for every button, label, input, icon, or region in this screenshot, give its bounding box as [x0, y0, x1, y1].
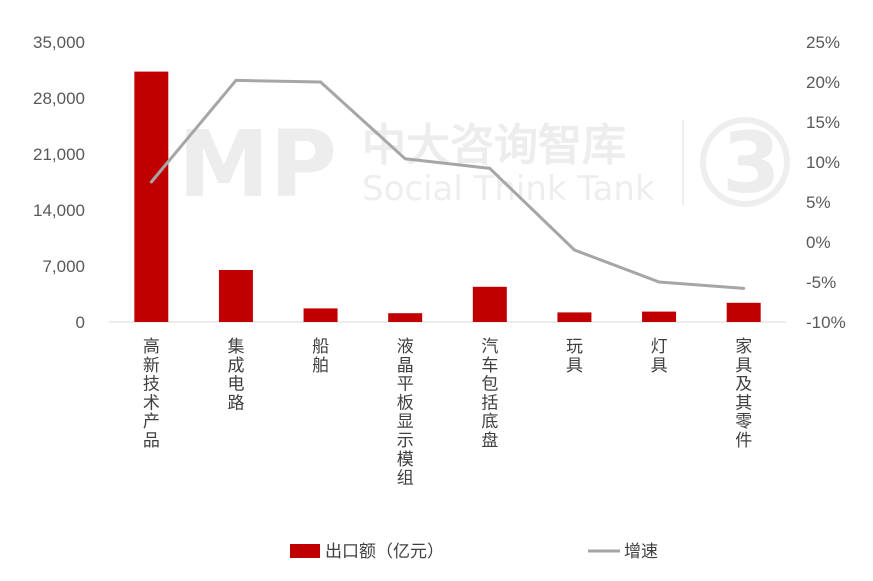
legend-bar-label: 出口额（亿元）	[325, 542, 444, 562]
category-label: 汽车包括底盘	[481, 337, 498, 451]
y-left-tick-label: 0	[76, 313, 85, 332]
y-right-tick-label: 15%	[806, 113, 840, 132]
legend-line-label: 增速	[624, 542, 658, 562]
growth-point-1	[149, 180, 153, 184]
growth-line-series	[149, 78, 746, 290]
category-label: 家具及其零件	[735, 337, 752, 451]
growth-point-6	[572, 248, 576, 252]
bar-4	[388, 313, 423, 322]
bar-2	[218, 270, 253, 322]
watermark-badge: 3	[722, 114, 780, 212]
y-axis-left: 0 7,000 14,000 21,000 28,000 35,000	[33, 33, 85, 332]
y-left-tick-label: 14,000	[33, 201, 85, 220]
category-label: 玩具	[566, 337, 583, 376]
watermark-en-text: Social Think Tank	[362, 169, 655, 209]
x-axis-labels: 高新技术产品 集成电路 船舶 液晶平板显示模组 汽车包括底盘 玩具 灯具 家具及其零件	[143, 337, 752, 489]
y-right-tick-label: 20%	[806, 73, 840, 92]
y-left-tick-label: 21,000	[33, 145, 85, 164]
watermark: MP 中大咨询智库 Social Think Tank 3	[178, 111, 790, 218]
growth-point-8	[742, 286, 746, 290]
y-left-tick-label: 7,000	[42, 257, 85, 276]
y-axis-right: -10% -5% 0% 5% 10% 15% 20% 25%	[806, 33, 846, 332]
category-label: 集成电路	[227, 337, 244, 413]
bar-3	[303, 308, 338, 322]
growth-point-5	[488, 166, 492, 170]
y-left-tick-label: 28,000	[33, 89, 85, 108]
bar-7	[642, 311, 677, 322]
growth-point-7	[657, 280, 661, 284]
bar-8	[726, 302, 761, 322]
bar-series	[134, 71, 761, 322]
bar-1	[134, 71, 169, 322]
watermark-cn-text: 中大咨询智库	[362, 120, 626, 171]
bar-6	[557, 312, 592, 322]
category-label: 灯具	[651, 337, 668, 376]
legend-bar-swatch	[290, 544, 320, 558]
y-left-tick-label: 35,000	[33, 33, 85, 52]
bar-5	[472, 286, 507, 322]
category-label: 船舶	[312, 337, 329, 376]
y-right-tick-label: -10%	[806, 313, 846, 332]
growth-line	[150, 78, 744, 290]
y-right-tick-label: 10%	[806, 153, 840, 172]
category-label: 液晶平板显示模组	[397, 337, 414, 489]
category-label: 高新技术产品	[143, 337, 160, 451]
legend: 出口额（亿元） 增速	[290, 542, 658, 562]
y-right-tick-label: -5%	[806, 273, 836, 292]
growth-point-4	[403, 157, 407, 161]
watermark-logo: MP	[178, 111, 337, 218]
y-right-tick-label: 0%	[806, 233, 831, 252]
y-right-tick-label: 5%	[806, 193, 831, 212]
growth-point-3	[319, 80, 323, 84]
y-right-tick-label: 25%	[806, 33, 840, 52]
watermark-badge-ring	[700, 117, 790, 207]
growth-point-2	[234, 78, 238, 82]
